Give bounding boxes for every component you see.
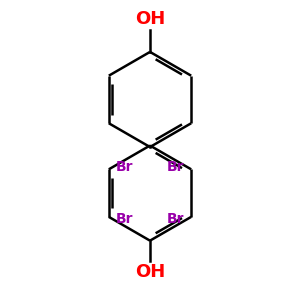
Text: Br: Br: [167, 160, 184, 174]
Text: OH: OH: [135, 263, 165, 281]
Text: Br: Br: [116, 212, 133, 226]
Text: Br: Br: [167, 212, 184, 226]
Text: OH: OH: [135, 10, 165, 28]
Text: Br: Br: [116, 160, 133, 174]
